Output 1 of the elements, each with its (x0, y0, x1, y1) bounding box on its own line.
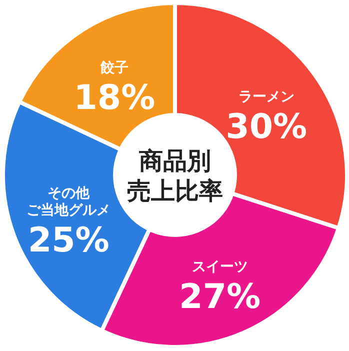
text: 商品別売上比率 (127, 147, 223, 205)
